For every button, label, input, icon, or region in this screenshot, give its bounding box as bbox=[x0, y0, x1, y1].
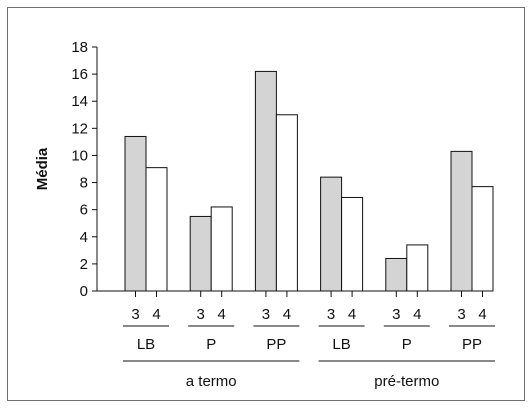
bar-label-3: 3 bbox=[262, 306, 270, 323]
subgroup-label-LB: LB bbox=[137, 336, 155, 353]
bar-label-4: 4 bbox=[218, 306, 226, 323]
bar-prtermo-P-4 bbox=[406, 244, 429, 292]
subgroup-label-P: P bbox=[206, 336, 216, 353]
bar-label-4: 4 bbox=[152, 306, 160, 323]
bar-label-4: 4 bbox=[283, 306, 291, 323]
y-tick-label-6: 6 bbox=[80, 202, 88, 219]
y-axis-label: Média bbox=[34, 147, 51, 190]
y-tick-label-10: 10 bbox=[71, 147, 88, 164]
bar-prtermo-LB-3 bbox=[320, 176, 343, 292]
y-tick-label-8: 8 bbox=[80, 175, 88, 192]
y-tick-label-4: 4 bbox=[80, 229, 88, 246]
bar-prtermo-PP-3 bbox=[450, 150, 473, 292]
bar-label-3: 3 bbox=[392, 306, 400, 323]
bar-label-3: 3 bbox=[327, 306, 335, 323]
bar-label-4: 4 bbox=[348, 306, 356, 323]
subgroup-label-P: P bbox=[402, 336, 412, 353]
bar-prtermo-P-3 bbox=[385, 257, 408, 292]
y-tick-label-18: 18 bbox=[71, 39, 88, 56]
y-tick-label-14: 14 bbox=[71, 93, 88, 110]
bar-label-3: 3 bbox=[131, 306, 139, 323]
y-tick-label-16: 16 bbox=[71, 66, 88, 83]
chart-frame bbox=[7, 7, 525, 401]
bar-label-3: 3 bbox=[457, 306, 465, 323]
bar-atermo-PP-3 bbox=[254, 70, 277, 292]
bar-label-4: 4 bbox=[478, 306, 486, 323]
bar-atermo-LB-3 bbox=[124, 135, 147, 292]
group-label-a-termo: a termo bbox=[186, 373, 237, 390]
bar-atermo-P-3 bbox=[189, 215, 212, 292]
bar-atermo-PP-4 bbox=[275, 114, 298, 292]
bar-label-3: 3 bbox=[197, 306, 205, 323]
bar-prtermo-PP-4 bbox=[471, 186, 494, 292]
subgroup-label-PP: PP bbox=[462, 336, 482, 353]
y-tick-label-0: 0 bbox=[80, 283, 88, 300]
bar-label-4: 4 bbox=[413, 306, 421, 323]
bar-atermo-LB-4 bbox=[145, 167, 168, 292]
y-tick-label-12: 12 bbox=[71, 120, 88, 137]
group-label-pre-termo: pré-termo bbox=[374, 373, 439, 390]
subgroup-label-PP: PP bbox=[266, 336, 286, 353]
bar-atermo-P-4 bbox=[210, 206, 233, 292]
subgroup-label-LB: LB bbox=[332, 336, 350, 353]
y-tick-label-2: 2 bbox=[80, 256, 88, 273]
bar-prtermo-LB-4 bbox=[341, 196, 364, 292]
